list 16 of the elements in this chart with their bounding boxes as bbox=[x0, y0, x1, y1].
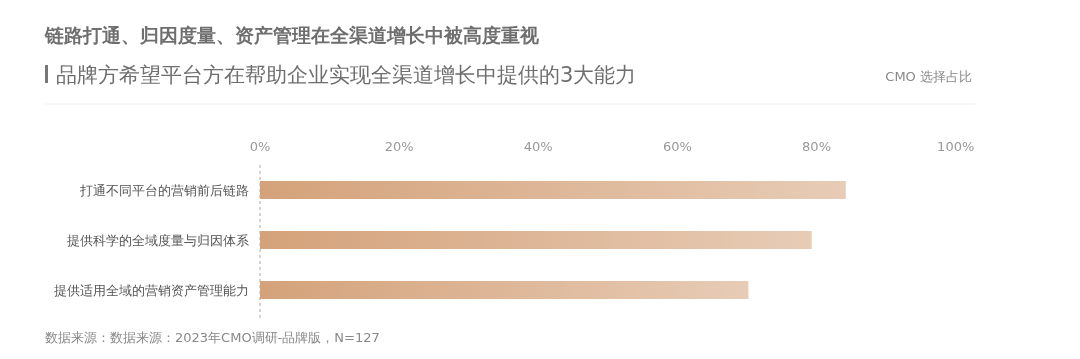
x-tick-label: 100% bbox=[937, 139, 975, 154]
x-tick-label: 80% bbox=[802, 139, 832, 154]
y-tick-label: 提供适用全域的营销资产管理能力 bbox=[54, 283, 249, 298]
text: CMO 选择占比 bbox=[885, 69, 972, 84]
source-note: 数据来源：数据来源：2023年CMO调研-品牌版，N=127 bbox=[45, 330, 380, 345]
y-tick-label: 提供科学的全域度量与归因体系 bbox=[67, 233, 249, 248]
y-tick-label: 打通不同平台的营销前后链路 bbox=[79, 183, 249, 198]
x-tick-label: 20% bbox=[384, 139, 414, 154]
x-tick-label: 60% bbox=[662, 139, 692, 154]
chart-subtitle: 品牌方希望平台方在帮助企业实现全渠道增长中提供的3大能力 bbox=[56, 63, 637, 87]
x-tick-label: 40% bbox=[523, 139, 553, 154]
bar bbox=[260, 281, 749, 299]
chart-title: 链路打通、归因度量、资产管理在全渠道增长中被高度重视 bbox=[44, 24, 539, 46]
bar bbox=[260, 231, 812, 249]
bar bbox=[260, 181, 846, 199]
x-tick-label: 0% bbox=[249, 139, 271, 154]
